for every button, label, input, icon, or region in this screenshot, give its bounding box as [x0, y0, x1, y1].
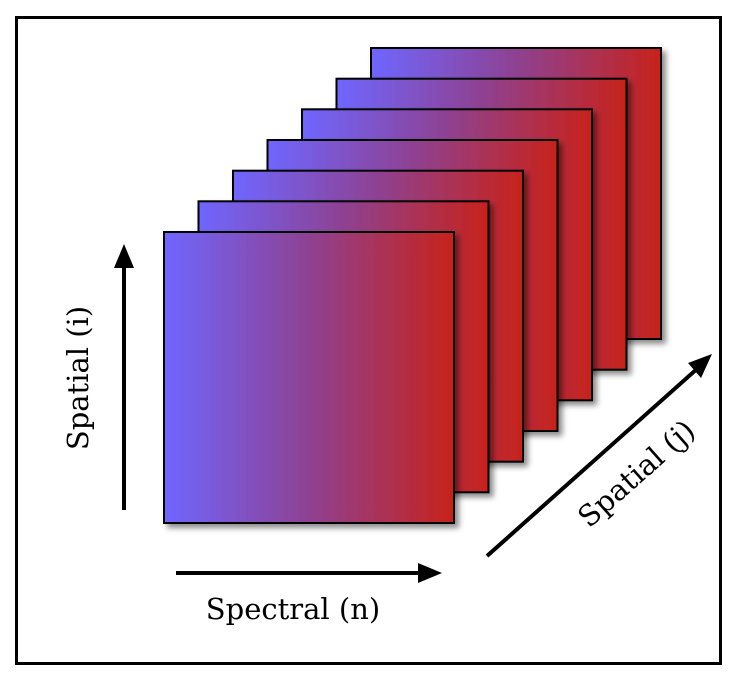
spectral-layer: [163, 231, 455, 524]
arrow-right-icon: [418, 563, 442, 583]
spatial-i-label: Spatial (i): [61, 306, 95, 450]
spectral-n-axis: Spectral (n): [176, 563, 442, 626]
arrow-diagonal-icon: [688, 354, 712, 378]
spatial-j-label: Spatial (j): [571, 413, 701, 534]
spectral-layer-stack: [163, 47, 662, 524]
spatial-i-axis: Spatial (i): [61, 244, 134, 510]
spectral-n-label: Spectral (n): [206, 592, 380, 626]
arrow-up-icon: [114, 244, 134, 268]
